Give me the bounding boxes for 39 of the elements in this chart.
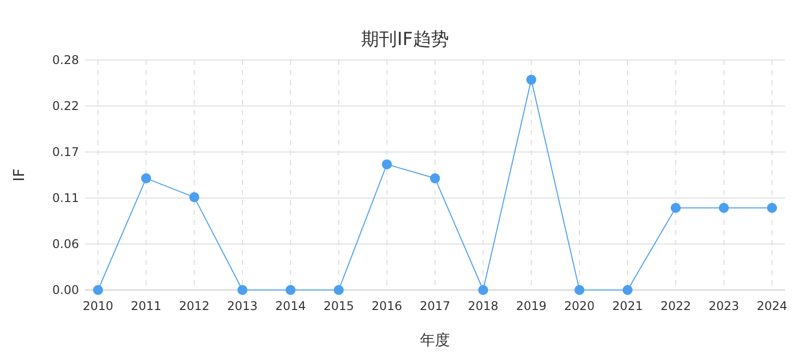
y-tick-label: 0.22 bbox=[52, 99, 79, 113]
x-tick-label: 2010 bbox=[82, 299, 114, 313]
point bbox=[622, 285, 633, 295]
x-tick-label: 2024 bbox=[756, 299, 788, 313]
point bbox=[670, 202, 681, 213]
point bbox=[430, 173, 440, 184]
point bbox=[93, 285, 103, 295]
y-axis-title: IF bbox=[10, 168, 28, 182]
x-tick-label: 2023 bbox=[708, 299, 740, 313]
x-tick-label: 2017 bbox=[420, 299, 450, 313]
x-tick-label: 2022 bbox=[660, 299, 691, 313]
x-tick-label: 2021 bbox=[612, 299, 643, 313]
point bbox=[237, 285, 248, 295]
point bbox=[718, 202, 729, 213]
x-tick-label: 2011 bbox=[130, 299, 162, 313]
x-tick-label: 2014 bbox=[275, 299, 306, 313]
x-tick-label: 2013 bbox=[227, 299, 258, 313]
point bbox=[382, 159, 392, 170]
y-tick-label: 0.11 bbox=[52, 191, 79, 205]
x-tick-label: 2019 bbox=[516, 299, 547, 313]
x-tick-label: 2012 bbox=[179, 299, 210, 313]
chart-title: 期刊IF趋势 bbox=[361, 29, 449, 50]
x-tick-label: 2015 bbox=[323, 299, 354, 313]
point bbox=[286, 285, 296, 295]
y-tick-label: 0.28 bbox=[52, 53, 79, 67]
point bbox=[334, 285, 344, 295]
x-axis-title: 年度 bbox=[420, 331, 450, 349]
y-tick-label: 0.06 bbox=[52, 237, 79, 251]
x-tick-label: 2018 bbox=[468, 299, 498, 313]
point bbox=[189, 192, 200, 202]
x-tick-label: 2016 bbox=[372, 299, 402, 313]
point bbox=[526, 74, 536, 85]
x-tick-label: 2020 bbox=[564, 299, 595, 313]
y-tick-label: 0.17 bbox=[52, 145, 79, 159]
point bbox=[767, 202, 777, 213]
point bbox=[478, 285, 488, 295]
point bbox=[141, 173, 152, 184]
point bbox=[574, 285, 584, 295]
y-tick-label: 0.00 bbox=[52, 283, 79, 297]
